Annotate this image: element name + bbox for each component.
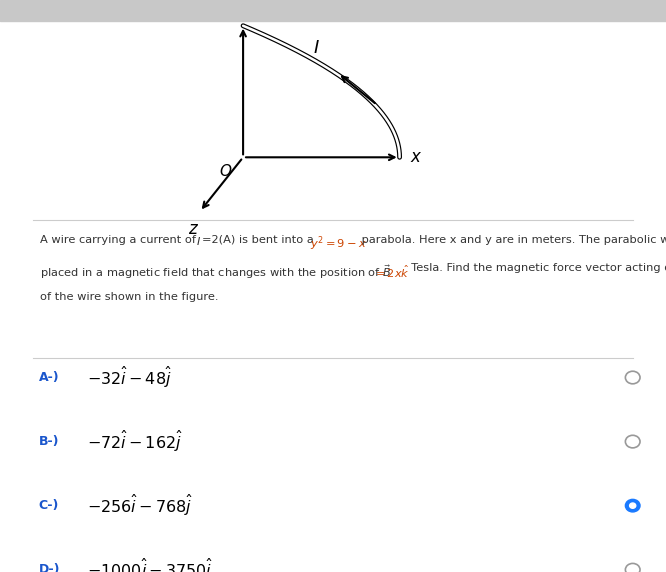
Text: $-32\hat{i} - 48\hat{j}$: $-32\hat{i} - 48\hat{j}$: [87, 365, 172, 390]
Text: Tesla. Find the magnetic force vector acting on the part: Tesla. Find the magnetic force vector ac…: [404, 263, 666, 273]
Text: =2(A) is bent into a: =2(A) is bent into a: [202, 235, 318, 244]
Text: $x$: $x$: [410, 148, 422, 166]
Circle shape: [629, 503, 636, 509]
Bar: [0, 0, 666, 21]
Text: $y^2 = 9-x$: $y^2 = 9-x$: [310, 235, 366, 253]
Text: $z$: $z$: [188, 220, 198, 238]
Text: A wire carrying a current of: A wire carrying a current of: [40, 235, 200, 244]
Text: $O$: $O$: [219, 163, 232, 179]
Text: of the wire shown in the figure.: of the wire shown in the figure.: [40, 292, 218, 301]
Text: $-256\hat{i} - 768\hat{j}$: $-256\hat{i} - 768\hat{j}$: [87, 493, 192, 518]
Text: parabola. Here x and y are in meters. The parabolic wire is: parabola. Here x and y are in meters. Th…: [358, 235, 666, 244]
Text: $y$: $y$: [237, 0, 249, 17]
Text: $-1000\hat{i} - 3750\hat{j}$: $-1000\hat{i} - 3750\hat{j}$: [87, 557, 212, 572]
Text: B-): B-): [39, 435, 59, 448]
Circle shape: [625, 499, 640, 512]
Text: C-): C-): [39, 499, 59, 512]
Text: $-72\hat{i} - 162\hat{j}$: $-72\hat{i} - 162\hat{j}$: [87, 429, 182, 454]
Text: $= 2x\hat{k}$: $= 2x\hat{k}$: [373, 263, 410, 280]
Text: A-): A-): [39, 371, 59, 384]
Text: $I$: $I$: [196, 235, 201, 247]
Text: D-): D-): [39, 563, 60, 572]
Text: placed in a magnetic field that changes with the position of $\vec{B}$: placed in a magnetic field that changes …: [40, 263, 392, 281]
Text: $I$: $I$: [313, 39, 320, 57]
